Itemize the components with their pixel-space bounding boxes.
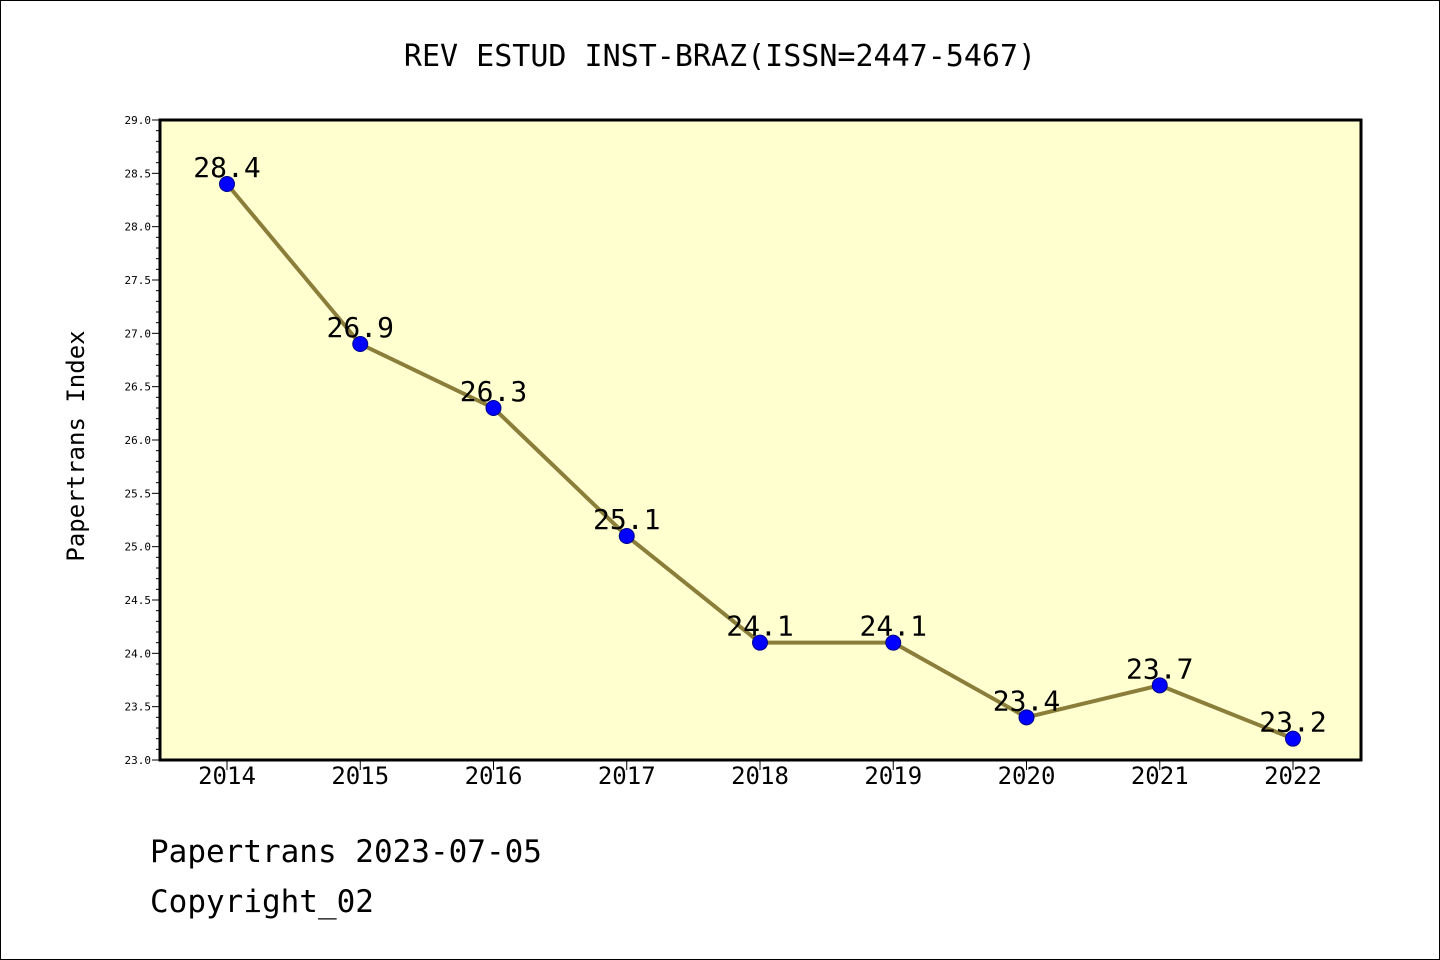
data-label: 23.2 bbox=[1259, 706, 1326, 739]
y-tick-label: 24.0 bbox=[125, 647, 152, 660]
x-tick-label: 2018 bbox=[731, 762, 789, 790]
y-axis: 23.0 23.5 24.0 24.5 25.0 25.5 26.0 26.5 27.0 27.5… bbox=[125, 114, 160, 767]
data-point bbox=[1285, 730, 1301, 747]
data-label: 23.4 bbox=[993, 684, 1060, 717]
y-tick-label: 23.5 bbox=[125, 701, 152, 714]
x-tick-label: 2020 bbox=[998, 762, 1056, 790]
x-axis: 2014 2015 2016 2017 2018 2019 2020 2021 2022 bbox=[198, 760, 1322, 790]
footer-copyright: Copyright_02 bbox=[150, 884, 374, 920]
y-tick-label: 27.5 bbox=[125, 274, 152, 287]
y-tick-label: 26.0 bbox=[125, 434, 152, 447]
data-point bbox=[219, 176, 235, 192]
y-tick-label: 25.5 bbox=[125, 487, 152, 500]
footer-date: Papertrans 2023-07-05 bbox=[150, 834, 542, 870]
y-tick-label: 29.0 bbox=[125, 114, 152, 127]
y-axis-label: Papertrans Index bbox=[62, 330, 90, 561]
data-label: 26.3 bbox=[460, 375, 527, 408]
data-point bbox=[485, 400, 502, 416]
data-point bbox=[752, 634, 768, 651]
x-tick-label: 2022 bbox=[1264, 762, 1322, 790]
x-tick-label: 2017 bbox=[598, 762, 656, 790]
data-label: 26.9 bbox=[327, 311, 394, 344]
y-tick-label: 25.0 bbox=[125, 541, 152, 554]
x-tick-label: 2015 bbox=[331, 762, 389, 790]
series: 28.4 26.9 26.3 25.1 24.1 24.1 23.4 23.7 23.2 bbox=[193, 151, 1327, 747]
y-tick-label: 28.5 bbox=[125, 167, 152, 180]
y-tick-label: 23.0 bbox=[125, 754, 152, 767]
y-tick-label: 26.5 bbox=[125, 381, 152, 394]
y-tick-label: 24.5 bbox=[125, 594, 152, 607]
data-label: 24.1 bbox=[860, 610, 927, 643]
data-point bbox=[1151, 677, 1168, 694]
data-point bbox=[1018, 709, 1035, 726]
x-tick-label: 2019 bbox=[864, 762, 922, 790]
data-label: 24.1 bbox=[726, 610, 793, 643]
data-label: 28.4 bbox=[193, 151, 260, 184]
plot-area bbox=[158, 118, 1363, 762]
chart-title: REV ESTUD INST-BRAZ(ISSN=2447-5467) bbox=[404, 39, 1036, 74]
data-point bbox=[352, 336, 369, 352]
data-point bbox=[618, 528, 635, 544]
x-tick-label: 2014 bbox=[198, 762, 256, 790]
y-tick-label: 28.0 bbox=[125, 221, 152, 234]
data-label: 25.1 bbox=[593, 503, 660, 536]
data-label: 23.7 bbox=[1126, 652, 1193, 685]
x-tick-label: 2016 bbox=[465, 762, 523, 790]
y-tick-label: 27.0 bbox=[125, 327, 152, 340]
data-point bbox=[885, 634, 902, 651]
x-tick-label: 2021 bbox=[1131, 762, 1189, 790]
